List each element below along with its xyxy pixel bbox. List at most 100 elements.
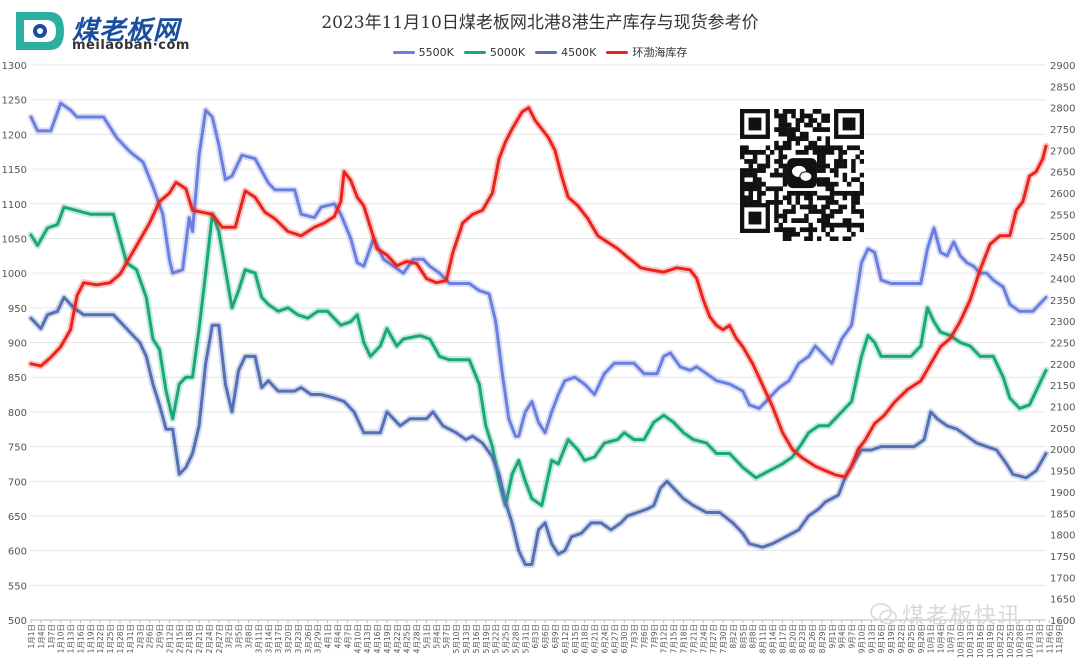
x-tick-label: 11月3日 <box>1035 624 1044 653</box>
right-tick-label: 2350 <box>1050 296 1075 307</box>
right-tick-label: 2000 <box>1050 445 1075 456</box>
x-tick-label: 10月28日 <box>1016 624 1025 658</box>
x-tick-label: 7月9日 <box>650 624 659 649</box>
legend-label: 环渤海库存 <box>632 46 688 59</box>
x-tick-label: 2月6日 <box>146 624 155 649</box>
left-tick-label: 600 <box>8 547 27 558</box>
x-tick-label: 10月22日 <box>996 624 1005 658</box>
x-tick-label: 4月16日 <box>373 624 382 653</box>
x-tick-label: 9月22日 <box>897 624 906 653</box>
chat-bubble-icon <box>870 603 897 625</box>
x-tick-label: 5月4日 <box>432 624 441 649</box>
legend-item[interactable]: 环渤海库存 <box>606 44 687 60</box>
x-tick-label: 7月30日 <box>719 624 728 653</box>
right-tick-label: 2050 <box>1050 424 1075 435</box>
right-tick-label: 2150 <box>1050 381 1075 392</box>
series-line <box>29 295 1048 566</box>
x-tick-label: 10月7日 <box>946 624 955 653</box>
legend-item[interactable]: 4500K <box>535 44 596 60</box>
right-tick-label: 1950 <box>1050 467 1075 478</box>
x-tick-label: 9月7日 <box>848 624 857 649</box>
x-tick-label: 8月11日 <box>759 624 768 653</box>
x-tick-label: 9月16日 <box>877 624 886 653</box>
right-tick-label: 2650 <box>1050 168 1075 179</box>
legend-item[interactable]: 5000K <box>463 44 525 60</box>
x-tick-label: 5月13日 <box>462 624 471 653</box>
right-tick-label: 1600 <box>1050 616 1075 627</box>
left-tick-label: 850 <box>8 373 27 384</box>
x-tick-label: 3月2日 <box>225 624 234 649</box>
x-tick-label: 11月9日 <box>1055 624 1064 653</box>
right-tick-label: 2700 <box>1050 146 1075 157</box>
x-tick-label: 5月25日 <box>502 624 511 653</box>
x-tick-label: 8月5日 <box>739 624 748 649</box>
x-tick-label: 6月24日 <box>600 624 609 653</box>
x-tick-label: 1月7日 <box>47 624 56 649</box>
x-tick-label: 9月1日 <box>828 624 837 649</box>
left-tick-label: 700 <box>8 477 27 488</box>
x-tick-label: 3月23日 <box>294 624 303 653</box>
left-tick-label: 800 <box>8 408 27 419</box>
x-tick-label: 1月19日 <box>86 624 95 653</box>
qr-code-icon <box>740 109 864 241</box>
legend-swatch <box>535 50 558 54</box>
left-axis-ticks: 500 550 600 650 700 750 800 850 900 950 1000 1050 11… <box>2 61 27 627</box>
x-tick-label: 2月18日 <box>185 624 194 653</box>
right-tick-label: 2100 <box>1050 403 1075 414</box>
x-tick-label: 8月26日 <box>808 624 817 653</box>
x-tick-label: 6月18日 <box>581 624 590 653</box>
left-tick-label: 650 <box>8 512 27 523</box>
x-tick-label: 10月25日 <box>1006 624 1015 658</box>
x-tick-label: 6月6日 <box>541 624 550 649</box>
x-tick-label: 9月25日 <box>907 624 916 653</box>
legend-swatch <box>392 50 415 54</box>
legend-item[interactable]: 5500K <box>392 44 454 60</box>
logo-mark-icon <box>16 12 64 50</box>
left-tick-label: 1000 <box>2 269 27 280</box>
left-tick-label: 950 <box>8 304 27 315</box>
series-line <box>29 106 1048 479</box>
x-tick-label: 9月19日 <box>887 624 896 653</box>
left-tick-label: 1150 <box>2 165 27 176</box>
x-tick-label: 1月28日 <box>116 624 125 653</box>
x-tick-label: 6月9日 <box>551 624 560 649</box>
chart-legend: 5500K 5000K 4500K 环渤海库存 <box>0 44 1080 60</box>
logo-url: meilaoban·com <box>72 38 190 53</box>
x-tick-label: 1月10日 <box>57 624 66 653</box>
x-tick-label: 7月6日 <box>640 624 649 649</box>
right-axis-ticks: 1600 1650 1700 1750 1800 1850 1900 1950 2000 2050… <box>1050 61 1075 627</box>
x-tick-label: 1月22日 <box>96 624 105 653</box>
x-tick-label: 2月21日 <box>195 624 204 653</box>
x-tick-label: 1月31日 <box>126 624 135 653</box>
right-tick-label: 2600 <box>1050 189 1075 200</box>
x-tick-label: 3月11日 <box>254 624 263 653</box>
x-axis-ticks: 1月1日 1月4日 1月7日 1月10日 1月13日 1月16日 1月19日 1月22日 1月2… <box>27 620 1064 658</box>
x-tick-label: 2月24日 <box>205 624 214 653</box>
x-tick-label: 7月3日 <box>630 624 639 649</box>
left-tick-label: 750 <box>8 443 27 454</box>
right-tick-label: 2200 <box>1050 360 1075 371</box>
x-tick-label: 2月9日 <box>156 624 165 649</box>
x-tick-label: 1月1日 <box>27 624 36 649</box>
x-tick-label: 7月15日 <box>670 624 679 653</box>
legend-label: 5500K <box>418 45 454 59</box>
x-tick-label: 6月15日 <box>571 624 580 653</box>
x-tick-label: 2月12日 <box>165 624 174 653</box>
x-tick-label: 2月3日 <box>136 624 145 649</box>
x-tick-label: 2月27日 <box>215 624 224 653</box>
series-line <box>29 101 1048 438</box>
right-tick-label: 1850 <box>1050 509 1075 520</box>
x-tick-label: 7月21日 <box>689 624 698 653</box>
x-tick-label: 3月8日 <box>245 624 254 649</box>
x-tick-label: 4月25日 <box>403 624 412 653</box>
x-tick-label: 10月16日 <box>976 624 985 658</box>
right-tick-label: 2300 <box>1050 317 1075 328</box>
x-tick-label: 5月19日 <box>482 624 491 653</box>
x-tick-label: 8月23日 <box>798 624 807 653</box>
legend-swatch <box>606 50 629 54</box>
x-tick-label: 1月4日 <box>37 624 46 649</box>
left-tick-label: 1050 <box>2 234 27 245</box>
x-tick-label: 9月28日 <box>917 624 926 653</box>
x-tick-label: 10月4日 <box>937 624 946 653</box>
